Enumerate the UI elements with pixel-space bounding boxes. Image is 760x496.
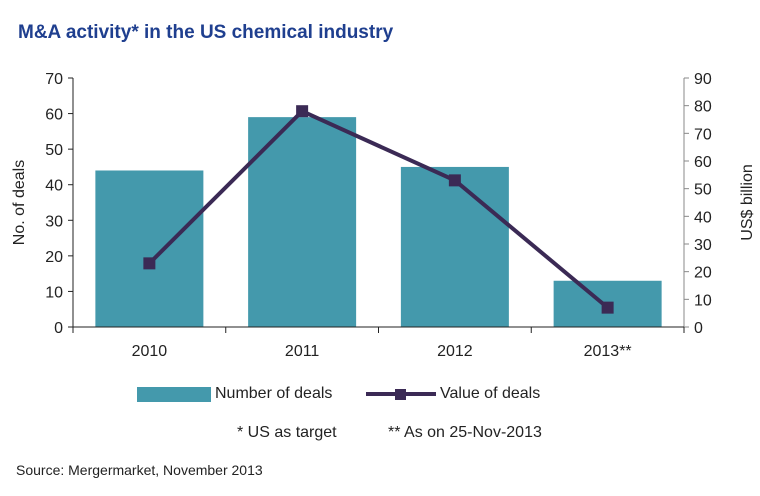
x-tick-label: 2011 bbox=[285, 343, 320, 360]
value-point-2010 bbox=[143, 257, 156, 270]
value-point-2011 bbox=[296, 105, 309, 118]
x-tick-label: 2012 bbox=[437, 343, 473, 360]
left-tick-label: 10 bbox=[45, 284, 63, 301]
right-tick-label: 20 bbox=[694, 265, 712, 282]
right-tick-label: 90 bbox=[694, 71, 712, 88]
legend-label-line: Value of deals bbox=[440, 385, 541, 402]
bar-2011 bbox=[248, 117, 357, 327]
note-date: ** As on 25-Nov-2013 bbox=[388, 424, 542, 441]
left-tick-label: 20 bbox=[45, 249, 63, 266]
y-axis-label-right: US$ billion bbox=[739, 164, 756, 240]
left-tick-label: 50 bbox=[45, 142, 63, 159]
legend-swatch-bars bbox=[137, 386, 211, 402]
x-tick-label: 2010 bbox=[132, 343, 168, 360]
right-tick-label: 10 bbox=[694, 292, 712, 309]
note-target: * US as target bbox=[237, 424, 337, 441]
right-tick-label: 0 bbox=[694, 320, 703, 337]
value-line bbox=[147, 108, 609, 310]
y-axis-label: No. of deals bbox=[11, 160, 28, 245]
left-tick-label: 60 bbox=[45, 107, 63, 124]
value-point-2013** bbox=[601, 301, 614, 314]
left-tick-label: 30 bbox=[45, 213, 63, 230]
right-tick-label: 60 bbox=[694, 154, 712, 171]
source-note: Source: Mergermarket, November 2013 bbox=[16, 462, 263, 478]
legend-swatch-line bbox=[366, 389, 436, 400]
right-tick-label: 50 bbox=[694, 182, 712, 199]
x-tick-label: 2013** bbox=[584, 343, 632, 360]
bar-2010 bbox=[95, 170, 204, 327]
legend-item-line: Value of deals bbox=[366, 385, 540, 403]
legend-label-bars: Number of deals bbox=[215, 385, 333, 402]
left-tick-label: 70 bbox=[45, 71, 63, 88]
value-point-2012 bbox=[448, 174, 461, 187]
right-tick-label: 30 bbox=[694, 237, 712, 254]
legend-item-bars: Number of deals bbox=[137, 385, 332, 403]
left-tick-label: 40 bbox=[45, 178, 63, 195]
right-tick-label: 40 bbox=[694, 209, 712, 226]
right-tick-label: 80 bbox=[694, 99, 712, 116]
left-tick-label: 0 bbox=[54, 320, 63, 337]
bar-2012 bbox=[400, 166, 509, 327]
chart-title: M&A activity* in the US chemical industr… bbox=[18, 22, 394, 43]
right-tick-label: 70 bbox=[694, 126, 712, 143]
